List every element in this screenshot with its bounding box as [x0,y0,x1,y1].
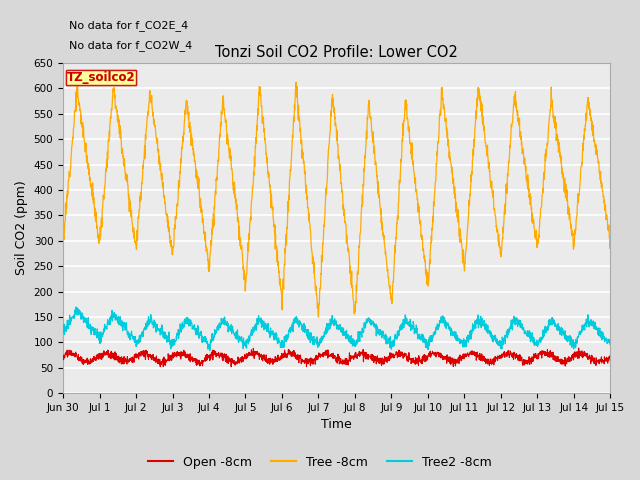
Text: No data for f_CO2E_4: No data for f_CO2E_4 [68,20,188,31]
Title: Tonzi Soil CO2 Profile: Lower CO2: Tonzi Soil CO2 Profile: Lower CO2 [215,46,458,60]
Legend: Open -8cm, Tree -8cm, Tree2 -8cm: Open -8cm, Tree -8cm, Tree2 -8cm [143,451,497,474]
Y-axis label: Soil CO2 (ppm): Soil CO2 (ppm) [15,180,28,276]
X-axis label: Time: Time [321,419,352,432]
Legend:  [67,71,136,85]
Text: No data for f_CO2W_4: No data for f_CO2W_4 [68,40,192,51]
